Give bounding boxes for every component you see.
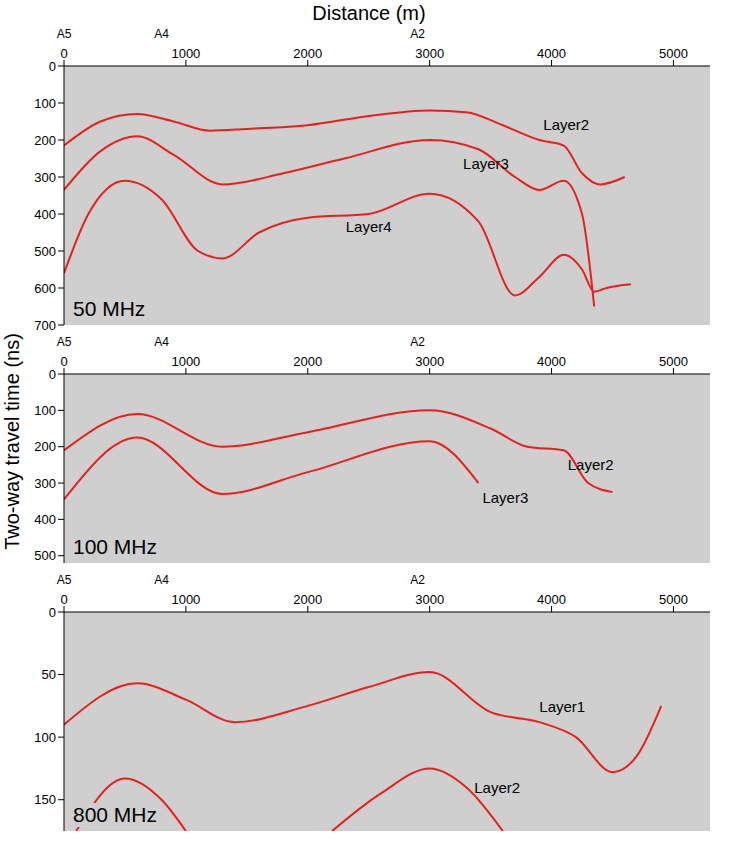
svg-text:A4: A4: [154, 574, 169, 587]
svg-text:0: 0: [49, 59, 56, 74]
svg-text:4000: 4000: [537, 46, 566, 61]
svg-text:4000: 4000: [537, 354, 566, 369]
svg-text:0: 0: [60, 46, 67, 61]
svg-text:300: 300: [34, 170, 56, 185]
svg-text:600: 600: [34, 281, 56, 296]
svg-text:500: 500: [34, 548, 56, 563]
svg-text:A4: A4: [154, 28, 169, 41]
svg-text:2000: 2000: [293, 354, 322, 369]
svg-text:400: 400: [34, 207, 56, 222]
svg-text:1000: 1000: [171, 354, 200, 369]
svg-text:3000: 3000: [415, 46, 444, 61]
svg-text:5000: 5000: [659, 592, 688, 607]
svg-text:0: 0: [49, 367, 56, 382]
svg-text:200: 200: [34, 133, 56, 148]
svg-text:400: 400: [34, 512, 56, 527]
svg-text:700: 700: [34, 318, 56, 333]
svg-text:3000: 3000: [415, 354, 444, 369]
html-text:50 MHz: 50 MHz: [73, 297, 146, 320]
html-text:Distance (m): Distance (m): [312, 2, 426, 24]
svg-text:A2: A2: [410, 574, 425, 587]
svg-text:A5: A5: [57, 28, 72, 41]
svg-text:0: 0: [60, 354, 67, 369]
html-text:100 MHz: 100 MHz: [73, 535, 157, 558]
svg-text:Layer1: Layer1: [539, 698, 585, 715]
svg-text:300: 300: [34, 476, 56, 491]
svg-text:4000: 4000: [537, 592, 566, 607]
svg-text:100: 100: [34, 403, 56, 418]
svg-text:0: 0: [49, 605, 56, 620]
svg-text:1000: 1000: [171, 46, 200, 61]
html-text:Two-way travel time (ns): Two-way travel time (ns): [0, 333, 23, 550]
svg-text:3000: 3000: [415, 592, 444, 607]
svg-text:2000: 2000: [293, 592, 322, 607]
svg-text:Layer3: Layer3: [463, 155, 509, 172]
svg-text:1000: 1000: [171, 592, 200, 607]
svg-text:100: 100: [34, 96, 56, 111]
svg-text:100: 100: [34, 730, 56, 745]
svg-text:Layer3: Layer3: [482, 489, 528, 506]
svg-text:150: 150: [34, 792, 56, 807]
svg-text:0: 0: [60, 592, 67, 607]
svg-text:2000: 2000: [293, 46, 322, 61]
svg-text:Layer2: Layer2: [474, 779, 520, 796]
svg-text:5000: 5000: [659, 46, 688, 61]
svg-text:A2: A2: [410, 336, 425, 349]
svg-text:5000: 5000: [659, 354, 688, 369]
html-text:800 MHz: 800 MHz: [73, 803, 157, 826]
svg-text:500: 500: [34, 244, 56, 259]
svg-text:A5: A5: [57, 336, 72, 349]
svg-text:Layer2: Layer2: [568, 456, 614, 473]
svg-text:Layer2: Layer2: [543, 116, 589, 133]
svg-text:A5: A5: [57, 574, 72, 587]
svg-text:50: 50: [42, 667, 56, 682]
svg-text:200: 200: [34, 439, 56, 454]
svg-text:Layer4: Layer4: [346, 218, 392, 235]
svg-text:A2: A2: [410, 28, 425, 41]
svg-text:A4: A4: [154, 336, 169, 349]
